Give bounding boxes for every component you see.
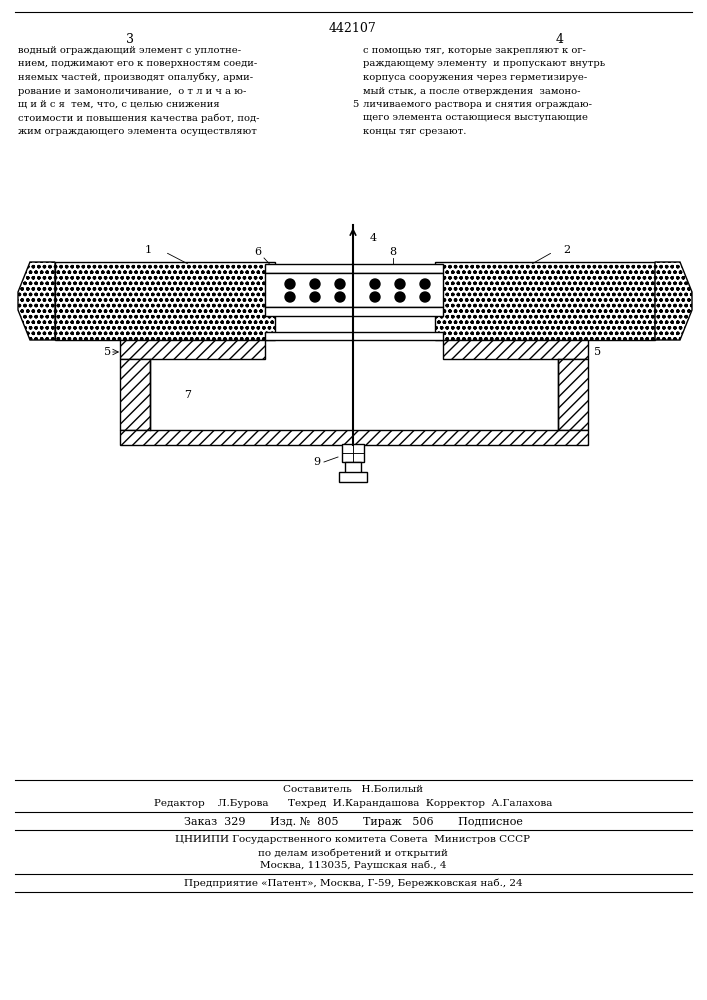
Text: 4: 4 [370,233,377,243]
Text: щего элемента остающиеся выступающие: щего элемента остающиеся выступающие [363,113,588,122]
Bar [120,359,150,430]
Text: по делам изобретений и открытий: по делам изобретений и открытий [258,848,448,857]
Bar [558,359,588,430]
Text: личиваемого раствора и снятия ограждаю-: личиваемого раствора и снятия ограждаю- [363,100,592,109]
Circle shape [395,279,405,289]
Text: рование и замоноличивание,  о т л и ч а ю-: рование и замоноличивание, о т л и ч а ю… [18,87,246,96]
Bar [435,262,655,340]
Text: 3: 3 [527,435,534,445]
Bar [443,340,588,359]
Text: стоимости и повышения качества работ, под-: стоимости и повышения качества работ, по… [18,113,259,123]
Bar [120,359,150,430]
Text: 5: 5 [352,100,358,109]
Bar [120,430,588,445]
Text: водный ограждающий элемент с уплотне-: водный ограждающий элемент с уплотне- [18,46,241,55]
Text: 2: 2 [563,245,571,255]
Text: жим ограждающего элемента осуществляют: жим ограждающего элемента осуществляют [18,127,257,136]
Bar [55,262,275,340]
Bar [265,273,443,307]
Text: 9: 9 [313,457,320,467]
Text: Заказ  329       Изд. №  805       Тираж   506       Подписное: Заказ 329 Изд. № 805 Тираж 506 Подписное [184,817,522,827]
Bar [120,340,265,359]
Text: 4: 4 [556,33,564,46]
Bar [558,359,588,430]
Bar [353,444,364,453]
Text: 442107: 442107 [329,22,377,35]
Bar [435,262,655,340]
Text: ЦНИИПИ Государственного комитета Совета  Министров СССР: ЦНИИПИ Государственного комитета Совета … [175,835,530,844]
Circle shape [420,292,430,302]
Text: мый стык, а после отверждения  замоно-: мый стык, а после отверждения замоно- [363,87,580,96]
Text: раждающему элементу  и пропускают внутрь: раждающему элементу и пропускают внутрь [363,60,605,68]
Bar [265,307,443,316]
Circle shape [310,292,320,302]
Text: корпуса сооружения через герметизируе-: корпуса сооружения через герметизируе- [363,73,588,82]
Text: щ и й с я  тем, что, с целью снижения: щ и й с я тем, что, с целью снижения [18,100,220,109]
Text: 5: 5 [105,347,112,357]
Bar [339,472,367,482]
Bar [150,359,558,430]
Circle shape [420,279,430,289]
Bar [342,444,353,453]
Bar [265,332,443,340]
Text: 3: 3 [126,33,134,46]
Bar [443,340,588,359]
Circle shape [370,292,380,302]
Text: няемых частей, производят опалубку, арми-: няемых частей, производят опалубку, арми… [18,73,253,83]
Text: 1: 1 [144,245,151,255]
Polygon shape [655,262,692,340]
Circle shape [395,292,405,302]
Circle shape [335,292,345,302]
Bar [353,453,364,462]
Bar [342,453,353,462]
Text: Москва, 113035, Раушская наб., 4: Москва, 113035, Раушская наб., 4 [259,861,446,870]
Circle shape [285,279,295,289]
Circle shape [310,279,320,289]
Text: 6: 6 [255,247,262,257]
Text: с помощью тяг, которые закрепляют к ог-: с помощью тяг, которые закрепляют к ог- [363,46,586,55]
Bar [120,340,265,359]
Bar [120,430,588,445]
Text: 5: 5 [595,347,602,357]
Text: 7: 7 [185,390,192,400]
Text: Редактор    Л.Бурова      Техред  И.Карандашова  Корректор  А.Галахова: Редактор Л.Бурова Техред И.Карандашова К… [154,799,552,808]
Bar [342,444,364,462]
Bar [345,462,361,474]
Text: нием, поджимают его к поверхностям соеди-: нием, поджимают его к поверхностям соеди… [18,60,257,68]
Bar [55,262,275,340]
Circle shape [370,279,380,289]
Text: 8: 8 [390,247,397,257]
Polygon shape [18,262,55,340]
Text: концы тяг срезают.: концы тяг срезают. [363,127,467,136]
Circle shape [335,279,345,289]
Text: Предприятие «Патент», Москва, Г-59, Бережковская наб., 24: Предприятие «Патент», Москва, Г-59, Бере… [184,879,522,888]
Bar [265,264,443,273]
Text: Составитель   Н.Болилый: Составитель Н.Болилый [283,785,423,794]
Circle shape [285,292,295,302]
